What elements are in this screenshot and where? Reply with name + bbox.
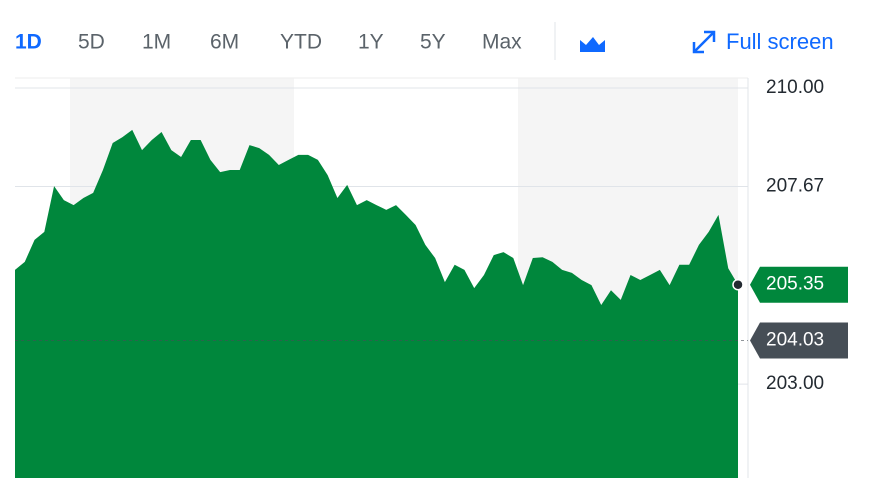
range-button[interactable]: Max <box>482 31 522 54</box>
range-button[interactable]: 1Y <box>358 31 384 54</box>
current-price-dot <box>732 278 744 291</box>
range-button[interactable]: YTD <box>280 31 322 54</box>
chart-type-button[interactable] <box>580 37 605 52</box>
previous-close-label: 204.03 <box>766 330 824 351</box>
range-button[interactable]: 1D <box>15 31 42 54</box>
fullscreen-button[interactable]: Full screen <box>692 29 834 54</box>
fullscreen-label[interactable]: Full screen <box>726 29 834 54</box>
previous-close-tag <box>750 322 848 359</box>
y-tick-label: 207.67 <box>766 176 824 197</box>
range-button[interactable]: 5Y <box>420 31 446 54</box>
range-button[interactable]: 5D <box>78 31 105 54</box>
y-tick-label: 210.00 <box>766 77 824 98</box>
range-button[interactable]: 6M <box>210 31 239 54</box>
current-price-label: 205.35 <box>766 274 824 295</box>
range-button[interactable]: 1M <box>142 31 171 54</box>
fullscreen-icon <box>692 30 716 54</box>
current-price-tag <box>750 266 848 303</box>
y-tick-label: 203.00 <box>766 373 824 394</box>
price-area <box>15 129 738 479</box>
